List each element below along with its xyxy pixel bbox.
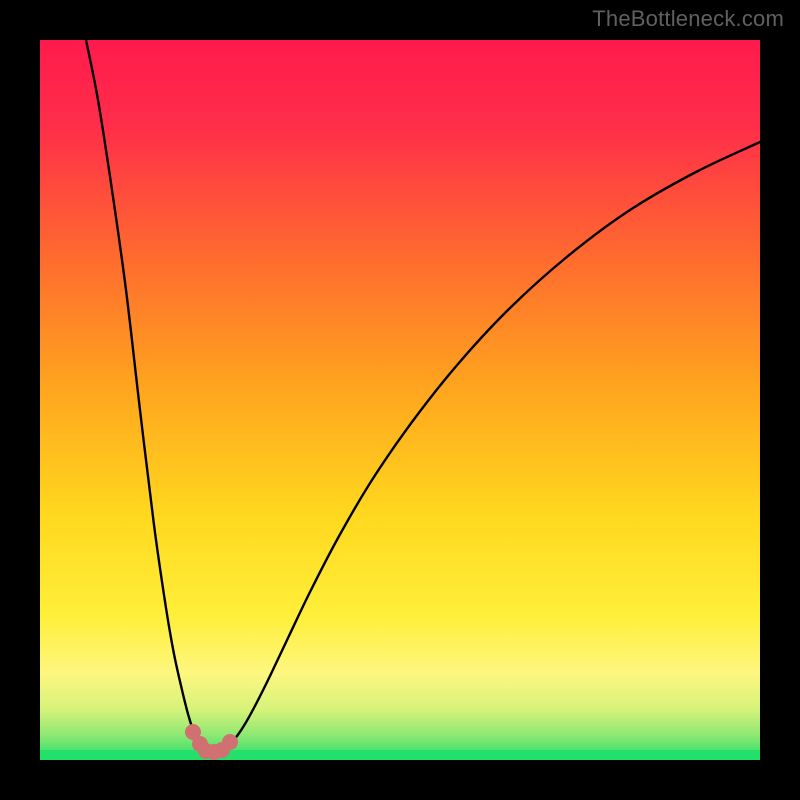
curve-layer — [40, 40, 760, 760]
bottleneck-curve — [86, 40, 760, 752]
watermark-text: TheBottleneck.com — [592, 6, 784, 32]
valley-dots — [185, 724, 238, 760]
valley-dot — [222, 734, 238, 750]
plot-area — [40, 40, 760, 760]
chart-canvas: TheBottleneck.com — [0, 0, 800, 800]
